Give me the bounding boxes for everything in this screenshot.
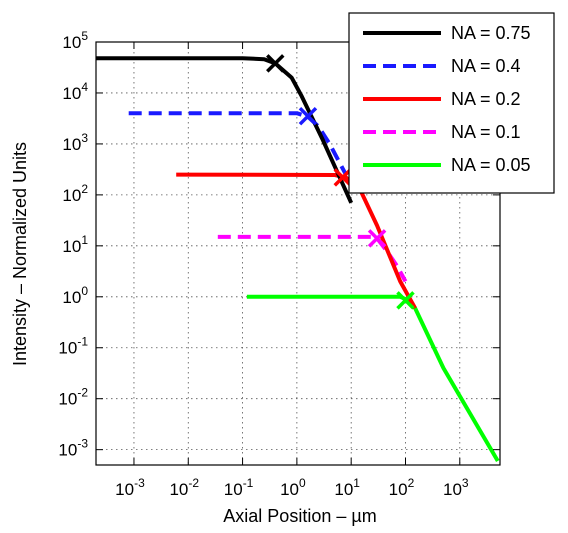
series-marker <box>298 106 318 126</box>
legend: NA = 0.75 NA = 0.4 NA = 0.2 NA = 0.1 NA = 0.… <box>348 12 555 194</box>
x-tick-label: 10-1 <box>224 476 254 499</box>
x-axis-label: Axial Position – µm <box>223 506 376 526</box>
y-tick-labels: 10-3 10-2 10-1 100 101 102 103 104 105 <box>58 29 88 460</box>
x-tick-label: 100 <box>280 476 306 499</box>
y-tick-label: 10-1 <box>58 335 88 358</box>
x-tick-label: 101 <box>334 476 360 499</box>
x-tick-label: 103 <box>443 476 469 499</box>
series-marker <box>266 54 285 73</box>
y-tick-label: 104 <box>62 80 88 103</box>
legend-entry: NA = 0.4 <box>451 56 521 76</box>
y-tick-label: 105 <box>62 29 88 52</box>
y-tick-label: 100 <box>62 284 88 307</box>
plot-frame <box>95 41 501 466</box>
y-tick-label: 103 <box>62 131 88 154</box>
series-marker <box>396 291 415 310</box>
y-axis-label: Intensity – Normalized Units <box>10 142 30 366</box>
x-tick-label: 102 <box>389 476 415 499</box>
y-tick-label: 10-3 <box>58 437 88 460</box>
ticks-layer <box>96 41 500 465</box>
y-tick-label: 102 <box>62 182 88 205</box>
series-marker <box>367 229 387 248</box>
x-tick-label: 10-2 <box>169 476 199 499</box>
legend-entry: NA = 0.1 <box>451 122 521 142</box>
series-marker <box>333 168 353 187</box>
x-tick-labels: 10-3 10-2 10-1 100 101 102 103 <box>115 476 469 499</box>
y-tick-label: 10-2 <box>58 386 88 409</box>
legend-entry: NA = 0.75 <box>451 23 531 43</box>
legend-entry: NA = 0.2 <box>451 89 521 109</box>
x-tick-label: 10-3 <box>115 476 145 499</box>
y-tick-label: 101 <box>62 233 88 256</box>
legend-entry: NA = 0.05 <box>451 155 531 175</box>
